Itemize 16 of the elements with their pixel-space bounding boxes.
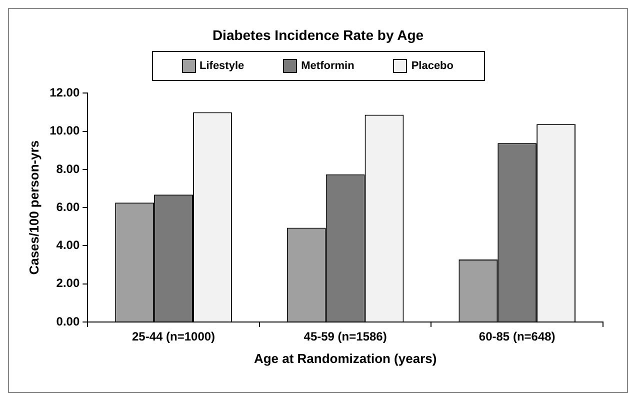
x-tick-label: 60-85 (n=648) [478,330,556,344]
x-axis-title: Age at Randomization (years) [254,350,437,366]
chart-title: Diabetes Incidence Rate by Age [211,27,425,43]
x-tick-label: 45-59 (n=1586) [304,330,387,344]
y-tick-label: 8.00 [56,162,80,176]
y-tick-label: 2.00 [56,276,80,290]
y-tick-label: 10.00 [50,124,80,138]
y-tick-label: 12.00 [50,86,80,100]
y-axis-title: Cases/100 person-yrs [26,140,42,275]
legend-label: Placebo [411,60,454,72]
legend-label: Lifestyle [200,60,244,72]
y-tick-label: 4.00 [56,238,80,252]
x-tick-label: 25-44 (n=1000) [132,330,216,344]
legend-label: Metformin [301,60,354,72]
y-tick-label: 0.00 [56,314,80,328]
y-tick-label: 6.00 [56,200,80,214]
